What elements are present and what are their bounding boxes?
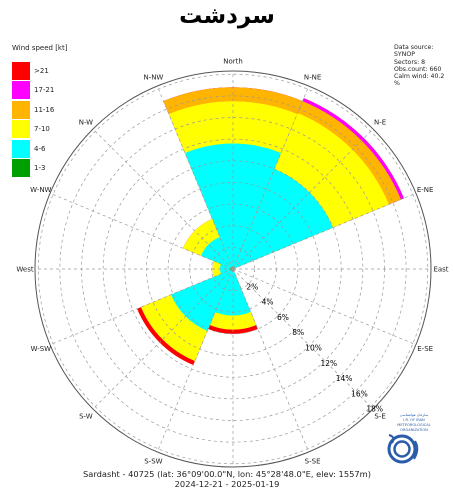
ring-label: 2% — [246, 282, 258, 291]
date-range: 2024-12-21 - 2025-01-19 — [174, 478, 280, 489]
grid-ring — [211, 247, 255, 291]
logo-emblem: سازمان هواشناسی I.R. OF IRAN METEOROLOGI… — [387, 413, 431, 464]
legend-label: 7-10 — [34, 125, 50, 134]
legend-label: 17-21 — [34, 86, 55, 95]
info-box: Data source: SYNOP Sectors: 8 Obs.count:… — [394, 44, 452, 88]
info-obs-count: Obs.count: 660 — [394, 65, 442, 73]
svg-text:سازمان هواشناسی: سازمان هواشناسی — [400, 413, 429, 417]
direction-label: North — [223, 58, 243, 66]
direction-label: S-SW — [144, 458, 162, 466]
meteorological-organization-logo: سازمان هواشناسی I.R. OF IRAN METEOROLOGI… — [386, 411, 442, 471]
legend-swatch — [12, 81, 30, 100]
legend-swatch — [12, 139, 30, 158]
petal-ne-4-6 — [233, 169, 333, 269]
direction-label: N-NW — [143, 73, 163, 81]
svg-text:I.R. OF IRAN: I.R. OF IRAN — [403, 418, 425, 422]
grid-layer — [34, 70, 432, 468]
ring-label: 8% — [292, 328, 304, 337]
legend-item: 4-6 — [12, 139, 67, 159]
legend: Wind speed [kt] >21 17-21 11-16 7-10 4-6… — [12, 44, 67, 178]
legend-swatch — [12, 120, 30, 139]
info-sectors: Sectors: 8 — [394, 58, 426, 66]
direction-label: S-W — [79, 413, 93, 421]
ring-label: 6% — [277, 313, 289, 322]
grid-ring — [59, 95, 407, 443]
direction-label: S-SE — [305, 458, 321, 466]
direction-label: E-SE — [417, 345, 433, 353]
grid-ring — [102, 138, 364, 400]
direction-label: W-NW — [30, 186, 51, 194]
legend-title: Wind speed [kt] — [12, 44, 68, 52]
ring-label: 16% — [351, 389, 368, 398]
direction-label: S-E — [374, 413, 385, 421]
ring-label: 12% — [320, 359, 337, 368]
direction-label: West — [16, 266, 33, 274]
legend-swatch — [12, 159, 30, 178]
wind-rose-chart: NorthN-NEN-EE-NEEastE-SES-ES-SESouthS-SW… — [16, 58, 449, 468]
legend-item: 11-16 — [12, 100, 67, 120]
legend-label: >21 — [34, 66, 49, 75]
svg-text:ORGANIZATION: ORGANIZATION — [400, 428, 428, 432]
ring-label: 4% — [262, 298, 274, 307]
ring-label: 10% — [305, 344, 322, 353]
legend-swatch — [12, 100, 30, 119]
svg-text:METEOROLOGICAL: METEOROLOGICAL — [397, 423, 431, 427]
direction-label: E-NE — [417, 186, 434, 194]
legend-label: 4-6 — [34, 144, 46, 153]
info-calm-wind: Calm wind: 40.2 % — [394, 73, 445, 88]
info-source: Data source: SYNOP — [394, 44, 434, 59]
legend-label: 1-3 — [34, 164, 46, 173]
petal-nw-4-6 — [201, 237, 233, 269]
petal-s-4-6 — [215, 269, 251, 316]
footer: Sardasht - 40725 (lat: 36°09'00.0"N, lon… — [0, 469, 454, 489]
labels-layer: NorthN-NEN-EE-NEEastE-SES-ES-SESouthS-SW… — [16, 58, 448, 466]
page-title: سردشت — [179, 3, 275, 29]
legend-item: 1-3 — [12, 159, 67, 179]
grid-ring — [167, 203, 299, 335]
direction-label: East — [433, 266, 448, 274]
legend-swatch — [12, 61, 30, 80]
direction-label: N-NE — [304, 73, 321, 81]
ring-label: 18% — [366, 405, 383, 414]
station-info: Sardasht - 40725 (lat: 36°09'00.0"N, lon… — [83, 469, 371, 479]
legend-label: 11-16 — [34, 105, 55, 114]
direction-label: N-W — [79, 118, 93, 126]
direction-label: W-SW — [31, 345, 52, 353]
ring-label: 14% — [336, 374, 353, 383]
legend-item: >21 — [12, 61, 67, 81]
legend-item: 7-10 — [12, 120, 67, 140]
outer-ring — [34, 70, 432, 468]
legend-item: 17-21 — [12, 81, 67, 101]
direction-label: N-E — [374, 118, 386, 126]
